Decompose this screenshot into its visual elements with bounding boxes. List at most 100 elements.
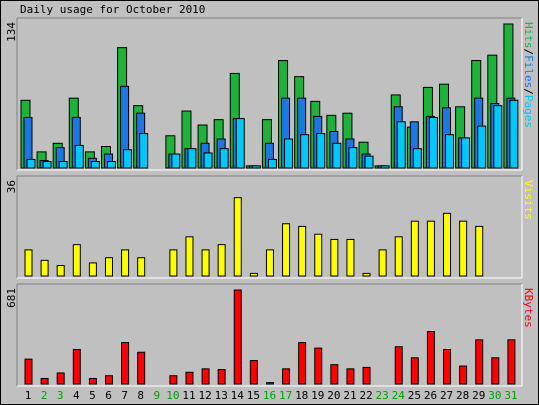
legend-item-kbytes: KBytes [522,288,535,328]
bar-pages-day-18 [300,134,310,169]
bar-pages-day-12 [203,152,213,169]
y-axis-max-label: 36 [5,180,18,193]
bar-visits-day-20 [330,238,339,277]
bar-pages-day-16 [267,158,277,169]
x-tick-label-day-23: 23 [376,389,389,402]
bar-pages-day-3 [58,161,68,169]
legend-item-hits: Hits [522,22,535,49]
x-tick-label-day-28: 28 [456,389,469,402]
x-tick-label-day-5: 5 [89,389,96,402]
x-tick-label-day-13: 13 [215,389,228,402]
bar-pages-day-17 [284,138,294,169]
bar-visits-day-19 [314,233,323,277]
x-tick-label-day-6: 6 [105,389,112,402]
x-tick-label-day-2: 2 [41,389,48,402]
bar-kbytes-day-6 [104,375,113,385]
bar-visits-day-2 [40,259,49,277]
bar-pages-day-24 [396,121,406,169]
bar-visits-day-8 [137,257,146,277]
bar-kbytes-day-19 [314,347,323,385]
bar-visits-day-26 [426,220,435,277]
x-tick-label-day-29: 29 [472,389,485,402]
bar-visits-day-18 [298,225,307,277]
bar-kbytes-day-14 [233,289,242,385]
bar-pages-day-23 [380,165,390,169]
x-tick-label-day-9: 9 [154,389,161,402]
bar-pages-day-8 [139,133,149,169]
bar-pages-day-25 [412,148,422,169]
bar-kbytes-day-11 [185,371,194,385]
bar-kbytes-day-10 [169,375,178,385]
bar-pages-day-5 [90,161,100,169]
x-tick-label-day-16: 16 [263,389,276,402]
bar-kbytes-day-13 [217,369,226,385]
x-tick-label-day-22: 22 [359,389,372,402]
bar-kbytes-day-28 [459,365,468,385]
legend-separator: / [522,88,535,95]
bar-kbytes-day-27 [443,348,452,385]
bar-kbytes-day-8 [137,351,146,385]
x-tick-label-day-15: 15 [247,389,260,402]
legend-hits-files-pages: Hits/Files/Pages [522,22,535,128]
bar-visits-day-28 [459,220,468,277]
x-tick-label-day-11: 11 [182,389,195,402]
legend-item-pages: Pages [522,95,535,128]
bar-pages-day-22 [364,155,374,169]
bar-visits-day-22 [362,272,371,277]
bar-pages-day-7 [123,149,133,169]
y-axis-max-label: 681 [5,288,18,308]
x-tick-label-day-17: 17 [279,389,292,402]
bar-kbytes-day-21 [346,368,355,385]
panel-hits-files-pages: 134 Hits/Files/Pages [5,17,535,171]
bar-kbytes-day-31 [507,339,516,385]
bar-kbytes-day-5 [88,377,97,385]
legend-kbytes: KBytes [522,288,535,328]
bar-pages-day-11 [187,148,197,169]
bar-kbytes-day-18 [298,342,307,385]
bar-kbytes-day-17 [282,368,291,385]
x-tick-label-day-30: 30 [488,389,501,402]
bar-kbytes-day-15 [249,360,258,385]
bar-kbytes-day-3 [56,372,65,385]
bar-pages-day-2 [42,161,52,169]
bar-visits-day-14 [233,197,242,277]
bar-pages-day-29 [477,125,487,169]
bar-kbytes-day-16 [265,382,274,385]
bar-kbytes-day-12 [201,368,210,385]
legend-item-visits: Visits [522,180,535,220]
x-tick-label-day-18: 18 [295,389,308,402]
bar-pages-day-20 [332,142,342,169]
bar-visits-day-1 [24,249,33,277]
x-tick-label-day-31: 31 [504,389,517,402]
bar-kbytes-day-25 [410,357,419,385]
bar-pages-day-1 [26,158,36,169]
x-tick-label-day-19: 19 [311,389,324,402]
bar-visits-day-11 [185,236,194,277]
bar-kbytes-day-29 [475,339,484,385]
bar-visits-day-4 [72,244,81,277]
bar-visits-day-12 [201,249,210,277]
x-tick-label-day-24: 24 [392,389,406,402]
bar-kbytes-day-26 [426,331,435,385]
bar-pages-day-13 [219,148,229,169]
bar-pages-day-6 [106,161,116,169]
bar-pages-day-15 [251,165,261,169]
x-tick-label-day-4: 4 [73,389,80,402]
bar-kbytes-day-30 [491,357,500,385]
panel-background [17,284,522,386]
bar-kbytes-day-1 [24,358,33,385]
bar-pages-day-14 [235,118,245,169]
y-axis-max-label: 134 [5,22,18,42]
bar-pages-day-28 [461,137,471,169]
legend-visits: Visits [522,180,535,220]
bar-visits-day-6 [104,257,113,277]
x-tick-label-day-7: 7 [121,389,128,402]
chart-title: Daily usage for October 2010 [20,3,205,16]
bar-visits-day-5 [88,262,97,277]
bar-kbytes-day-24 [394,346,403,385]
bar-pages-day-26 [428,116,438,169]
bar-visits-day-16 [265,249,274,277]
bar-pages-day-21 [348,147,358,169]
bar-visits-day-13 [217,244,226,277]
